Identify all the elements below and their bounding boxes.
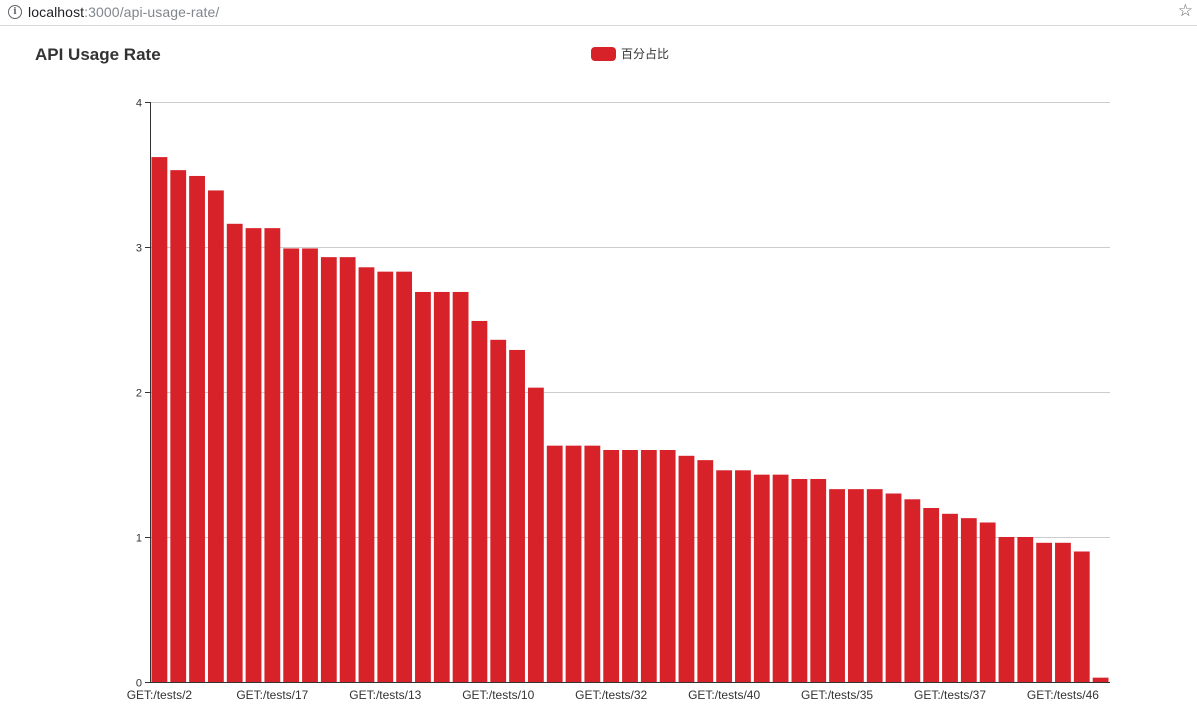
- bar[interactable]: [622, 450, 638, 682]
- bar[interactable]: [1092, 677, 1109, 682]
- info-icon[interactable]: i: [8, 5, 22, 19]
- bar[interactable]: [678, 455, 695, 682]
- bar[interactable]: [565, 445, 582, 682]
- bar[interactable]: [603, 450, 620, 682]
- bar[interactable]: [640, 450, 657, 682]
- legend-swatch: [591, 47, 616, 61]
- bar[interactable]: [264, 228, 281, 682]
- bar[interactable]: [960, 518, 977, 682]
- legend-label: 百分占比: [621, 47, 670, 61]
- y-tick-label: 1: [136, 533, 142, 545]
- bar[interactable]: [546, 445, 563, 682]
- bar[interactable]: [377, 271, 394, 682]
- x-tick-label: GET:/tests/37: [914, 688, 986, 702]
- bar[interactable]: [433, 291, 450, 682]
- bar[interactable]: [772, 474, 789, 682]
- bar[interactable]: [151, 157, 168, 683]
- bar[interactable]: [283, 248, 300, 682]
- y-tick-label: 2: [136, 388, 142, 400]
- bar[interactable]: [584, 445, 601, 682]
- x-tick-label: GET:/tests/40: [688, 688, 760, 702]
- bar[interactable]: [490, 339, 507, 682]
- bar[interactable]: [509, 349, 525, 682]
- bar[interactable]: [415, 291, 431, 682]
- url-path: :3000/api-usage-rate/: [84, 4, 220, 20]
- bar[interactable]: [923, 508, 940, 682]
- bar[interactable]: [527, 387, 544, 682]
- x-tick-label: GET:/tests/10: [462, 688, 534, 702]
- x-tick-label: GET:/tests/13: [349, 688, 421, 702]
- bar[interactable]: [358, 267, 375, 682]
- y-tick-label: 0: [136, 678, 142, 690]
- bar[interactable]: [753, 474, 770, 682]
- bar[interactable]: [1017, 537, 1034, 682]
- y-tick-label: 3: [136, 243, 142, 255]
- bar[interactable]: [339, 257, 356, 682]
- x-tick-label: GET:/tests/46: [1027, 688, 1099, 702]
- bar[interactable]: [735, 470, 751, 682]
- bar[interactable]: [979, 522, 996, 683]
- chart-title: API Usage Rate: [35, 45, 161, 64]
- bar[interactable]: [659, 450, 676, 682]
- bar[interactable]: [1036, 542, 1053, 682]
- bar[interactable]: [471, 320, 488, 682]
- bar[interactable]: [189, 175, 205, 682]
- bar[interactable]: [847, 489, 864, 682]
- bar[interactable]: [302, 248, 318, 682]
- url-host: localhost: [28, 4, 85, 20]
- bar[interactable]: [452, 291, 469, 682]
- bar[interactable]: [866, 489, 883, 682]
- bar[interactable]: [998, 537, 1015, 682]
- x-tick-label: GET:/tests/17: [236, 688, 308, 702]
- address-bar[interactable]: i localhost:3000/api-usage-rate/ ☆: [0, 0, 1197, 26]
- bar[interactable]: [1055, 542, 1071, 682]
- bookmark-star-icon[interactable]: ☆: [1177, 1, 1193, 21]
- bar[interactable]: [207, 190, 224, 682]
- x-tick-label: GET:/tests/2: [127, 688, 193, 702]
- x-tick-label: GET:/tests/35: [801, 688, 873, 702]
- bar[interactable]: [697, 460, 714, 682]
- bar[interactable]: [885, 493, 902, 683]
- bar[interactable]: [716, 470, 733, 682]
- bar[interactable]: [170, 170, 187, 682]
- bar[interactable]: [1073, 551, 1090, 683]
- bar[interactable]: [396, 271, 413, 682]
- bar[interactable]: [791, 479, 808, 682]
- y-tick-label: 4: [136, 98, 142, 110]
- url-field[interactable]: localhost:3000/api-usage-rate/: [28, 3, 219, 21]
- bar[interactable]: [942, 513, 958, 682]
- x-tick-label: GET:/tests/32: [575, 688, 647, 702]
- bar[interactable]: [904, 499, 921, 682]
- bar[interactable]: [245, 228, 262, 682]
- bar[interactable]: [226, 223, 243, 683]
- bar[interactable]: [829, 489, 845, 682]
- bar[interactable]: [320, 257, 337, 682]
- bar[interactable]: [810, 479, 827, 682]
